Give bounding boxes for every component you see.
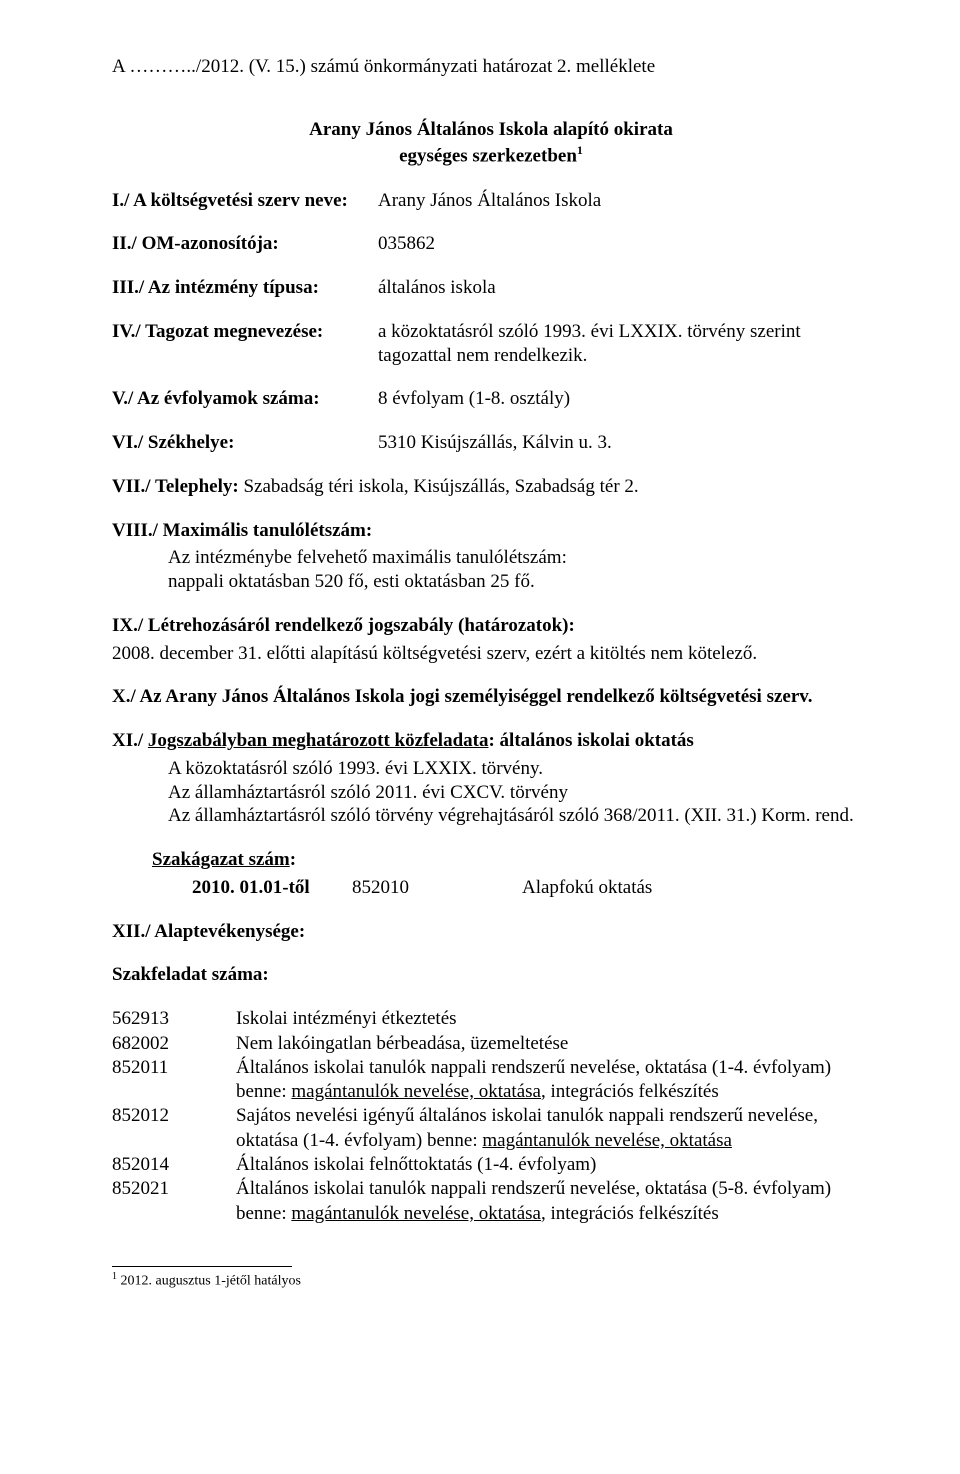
value-intezmeny-tipus: általános iskola: [378, 276, 870, 300]
szakagazat-header-colon: :: [290, 849, 296, 870]
footnote-text: 2012. augusztus 1-jétől hatályos: [117, 1274, 301, 1289]
page: A ………../2012. (V. 15.) számú önkormányza…: [0, 0, 960, 1474]
label-szekhely: VI./ Székhelye:: [112, 431, 378, 455]
xi-prefix: XI./: [112, 730, 148, 751]
section-szakagazat: Szakágazat szám: 2010. 01.01-től 852010 …: [112, 848, 870, 900]
label-om-azonosito: II./ OM-azonosítója:: [112, 232, 378, 256]
xi-line3: Az államháztartásról szóló törvény végre…: [112, 804, 870, 828]
row-intezmeny-tipus: III./ Az intézmény típusa: általános isk…: [112, 276, 870, 300]
label-letrehozas: IX./ Létrehozásáról rendelkező jogszabál…: [112, 614, 870, 638]
szakfeladat-desc: Általános iskolai felnőttoktatás (1-4. é…: [236, 1153, 870, 1177]
row-szekhely: VI./ Székhelye: 5310 Kisújszállás, Kálvi…: [112, 431, 870, 455]
szakfeladat-desc-underlined: magántanulók nevelése, oktatása: [291, 1203, 541, 1224]
szakfeladat-row: 852021Általános iskolai tanulók nappali …: [112, 1177, 870, 1226]
szakfeladat-code: 682002: [112, 1032, 236, 1056]
szakfeladat-desc-text: Nem lakóingatlan bérbeadása, üzemeltetés…: [236, 1033, 568, 1054]
label-evfolyamok: V./ Az évfolyamok száma:: [112, 387, 378, 411]
szakagazat-row: 2010. 01.01-től 852010 Alapfokú oktatás: [112, 876, 870, 900]
label-telephely: VII./ Telephely:: [112, 476, 243, 497]
section-ix: IX./ Létrehozásáról rendelkező jogszabál…: [112, 614, 870, 666]
value-telephely: Szabadság téri iskola, Kisújszállás, Sza…: [243, 476, 638, 497]
label-szerv-neve: I./ A költségvetési szerv neve:: [112, 189, 378, 213]
section-viii: VIII./ Maximális tanulólétszám: Az intéz…: [112, 519, 870, 594]
szakfeladat-code: 852021: [112, 1177, 236, 1226]
szakfeladat-desc: Nem lakóingatlan bérbeadása, üzemeltetés…: [236, 1032, 870, 1056]
value-om-azonosito: 035862: [378, 232, 870, 256]
label-tagozat: IV./ Tagozat megnevezése:: [112, 320, 378, 368]
max-letszam-line2: nappali oktatásban 520 fő, esti oktatásb…: [112, 570, 870, 594]
szakfeladat-code: 852011: [112, 1056, 236, 1105]
szakfeladat-desc-text: Iskolai intézményi étkeztetés: [236, 1008, 457, 1029]
szakfeladat-code: 852012: [112, 1104, 236, 1153]
label-max-letszam: VIII./ Maximális tanulólétszám:: [112, 519, 870, 543]
szakfeladat-desc-text: Általános iskolai felnőttoktatás (1-4. é…: [236, 1154, 596, 1175]
title-superscript: 1: [577, 143, 583, 157]
title-line-1: Arany János Általános Iskola alapító oki…: [309, 119, 673, 140]
szakfeladat-desc-text: , integrációs felkészítés: [541, 1081, 719, 1102]
szakfeladat-desc: Iskolai intézményi étkeztetés: [236, 1007, 870, 1031]
szakfeladat-row: 852014Általános iskolai felnőttoktatás (…: [112, 1153, 870, 1177]
szakfeladat-code: 852014: [112, 1153, 236, 1177]
szakfeladat-desc-underlined: magántanulók nevelése, oktatása: [291, 1081, 541, 1102]
szakfeladat-desc: Általános iskolai tanulók nappali rendsz…: [236, 1177, 870, 1226]
footnote: 1 2012. augusztus 1-jétől hatályos: [112, 1271, 870, 1290]
row-om-azonosito: II./ OM-azonosítója: 035862: [112, 232, 870, 256]
szakfeladat-list: 562913Iskolai intézményi étkeztetés68200…: [112, 1007, 870, 1226]
label-intezmeny-tipus: III./ Az intézmény típusa:: [112, 276, 378, 300]
szakfeladat-desc: Sajátos nevelési igényű általános iskola…: [236, 1104, 870, 1153]
row-tagozat: IV./ Tagozat megnevezése: a közoktatásró…: [112, 320, 870, 368]
footnote-rule: [112, 1266, 292, 1267]
szakfeladat-desc: Általános iskolai tanulók nappali rendsz…: [236, 1056, 870, 1105]
xi-underlined: Jogszabályban meghatározott közfeladata: [148, 730, 489, 751]
szakagazat-code: 852010: [352, 876, 522, 900]
document-title: Arany János Általános Iskola alapító oki…: [112, 118, 870, 169]
section-xii: XII./ Alaptevékenysége:: [112, 920, 870, 944]
row-szerv-neve: I./ A költségvetési szerv neve: Arany Já…: [112, 189, 870, 213]
value-szekhely: 5310 Kisújszállás, Kálvin u. 3.: [378, 431, 870, 455]
decree-reference: A ………../2012. (V. 15.) számú önkormányza…: [112, 56, 870, 78]
section-vii: VII./ Telephely: Szabadság téri iskola, …: [112, 475, 870, 499]
value-szerv-neve: Arany János Általános Iskola: [378, 189, 870, 213]
szakagazat-header: Szakágazat szám:: [112, 848, 870, 872]
xi-suffix: : általános iskolai oktatás: [488, 730, 693, 751]
value-letrehozas: 2008. december 31. előtti alapítású költ…: [112, 642, 870, 666]
szakfeladat-row: 562913Iskolai intézményi étkeztetés: [112, 1007, 870, 1031]
value-tagozat: a közoktatásról szóló 1993. évi LXXIX. t…: [378, 320, 870, 368]
szakfeladat-code: 562913: [112, 1007, 236, 1031]
szakfeladat-desc-text: , integrációs felkészítés: [541, 1203, 719, 1224]
szakfeladat-row: 852011Általános iskolai tanulók nappali …: [112, 1056, 870, 1105]
szakfeladat-row: 682002Nem lakóingatlan bérbeadása, üzeme…: [112, 1032, 870, 1056]
section-x: X./ Az Arany János Általános Iskola jogi…: [112, 685, 870, 709]
xi-line1: A közoktatásról szóló 1993. évi LXXIX. t…: [112, 757, 870, 781]
max-letszam-line1: Az intézménybe felvehető maximális tanul…: [112, 546, 870, 570]
value-evfolyamok: 8 évfolyam (1-8. osztály): [378, 387, 870, 411]
szakfeladat-desc-underlined: magántanulók nevelése, oktatása: [482, 1130, 732, 1151]
szakfeladat-header: Szakfeladat száma:: [112, 963, 870, 987]
szakfeladat-row: 852012Sajátos nevelési igényű általános …: [112, 1104, 870, 1153]
szakagazat-name: Alapfokú oktatás: [522, 876, 652, 900]
section-xi: XI./ Jogszabályban meghatározott közfela…: [112, 729, 870, 828]
xi-line2: Az államháztartásról szóló 2011. évi CXC…: [112, 781, 870, 805]
title-line-2: egységes szerkezetben: [399, 145, 577, 166]
row-evfolyamok: V./ Az évfolyamok száma: 8 évfolyam (1-8…: [112, 387, 870, 411]
szakagazat-date: 2010. 01.01-től: [192, 876, 352, 900]
label-kozfeladat: XI./ Jogszabályban meghatározott közfela…: [112, 729, 870, 753]
szakagazat-header-text: Szakágazat szám: [152, 849, 290, 870]
